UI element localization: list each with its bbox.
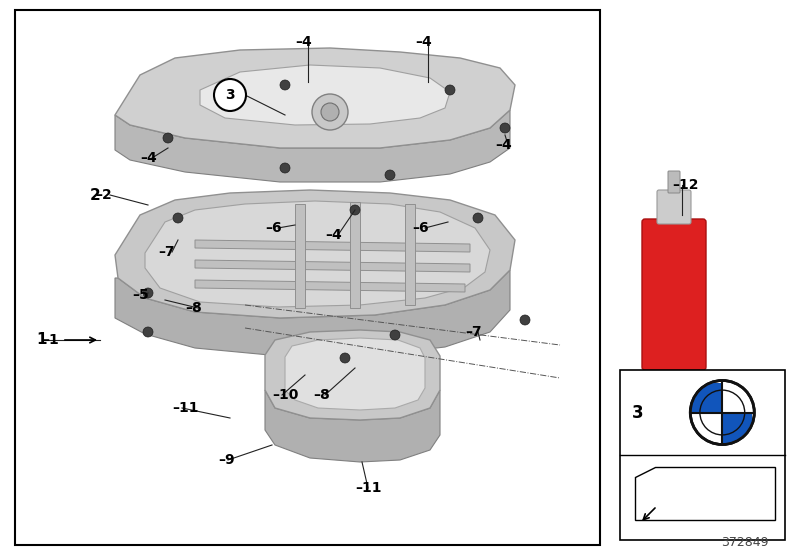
Text: –4: –4: [495, 138, 512, 152]
Text: 2: 2: [90, 188, 100, 203]
Polygon shape: [145, 201, 490, 307]
Polygon shape: [722, 413, 752, 442]
Circle shape: [173, 213, 183, 223]
FancyBboxPatch shape: [657, 190, 691, 224]
Polygon shape: [692, 382, 722, 413]
Circle shape: [500, 123, 510, 133]
Text: –7: –7: [158, 245, 174, 259]
Circle shape: [280, 163, 290, 173]
Polygon shape: [115, 48, 515, 148]
Bar: [15, 10, 600, 545]
Text: –4: –4: [295, 35, 312, 49]
Polygon shape: [115, 190, 515, 318]
Circle shape: [214, 79, 246, 111]
FancyBboxPatch shape: [668, 171, 680, 193]
Circle shape: [280, 80, 290, 90]
Text: –4: –4: [325, 228, 342, 242]
Circle shape: [445, 85, 455, 95]
Circle shape: [473, 213, 483, 223]
Circle shape: [143, 327, 153, 337]
Text: –7: –7: [465, 325, 482, 339]
Polygon shape: [195, 240, 470, 252]
Circle shape: [312, 94, 348, 130]
Polygon shape: [405, 204, 415, 305]
Circle shape: [340, 353, 350, 363]
Circle shape: [143, 288, 153, 298]
Polygon shape: [195, 260, 470, 272]
Text: –6: –6: [412, 221, 429, 235]
Polygon shape: [635, 467, 775, 520]
Circle shape: [690, 380, 754, 445]
Bar: [620, 370, 785, 540]
Text: –11: –11: [172, 401, 198, 415]
Text: –8: –8: [313, 388, 330, 402]
Text: –10: –10: [272, 388, 298, 402]
Polygon shape: [265, 390, 440, 462]
Circle shape: [385, 170, 395, 180]
Text: –12: –12: [672, 178, 698, 192]
Polygon shape: [295, 204, 305, 308]
Polygon shape: [115, 110, 510, 182]
Circle shape: [390, 330, 400, 340]
Text: –6: –6: [265, 221, 282, 235]
Text: –5: –5: [132, 288, 149, 302]
Circle shape: [321, 103, 339, 121]
Text: 1: 1: [37, 333, 47, 348]
Polygon shape: [265, 330, 440, 420]
Text: –9: –9: [218, 453, 234, 467]
Text: 3: 3: [225, 88, 235, 102]
Text: 372849: 372849: [722, 535, 769, 548]
Text: 3: 3: [632, 404, 644, 422]
Text: –2: –2: [95, 188, 112, 202]
Text: –11: –11: [355, 481, 382, 495]
Circle shape: [520, 315, 530, 325]
Polygon shape: [115, 270, 510, 356]
Circle shape: [163, 133, 173, 143]
Text: –4: –4: [140, 151, 157, 165]
Polygon shape: [350, 202, 360, 308]
Circle shape: [350, 205, 360, 215]
Text: –4: –4: [415, 35, 432, 49]
Polygon shape: [195, 280, 465, 292]
Text: –1: –1: [42, 333, 58, 347]
Text: –8: –8: [185, 301, 202, 315]
Polygon shape: [200, 65, 450, 125]
FancyBboxPatch shape: [642, 219, 706, 370]
Polygon shape: [285, 338, 425, 410]
